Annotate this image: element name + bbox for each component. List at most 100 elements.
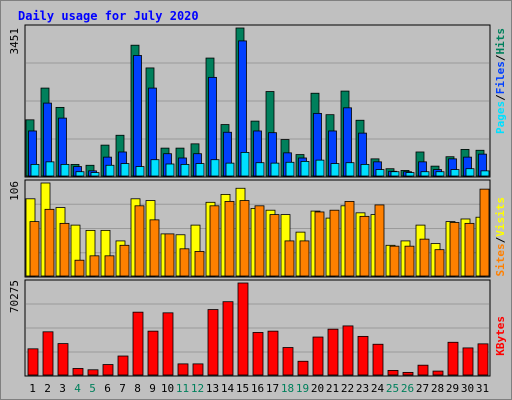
kbytes-bar-day-4: [72, 368, 84, 376]
pages-bar-day-16: [255, 162, 265, 177]
sites-bar-day-1: [29, 221, 40, 277]
kbytes-bar-day-8: [132, 311, 144, 376]
legend-files: Files: [494, 61, 507, 94]
day-label-9: 9: [149, 382, 156, 395]
day-label-3: 3: [59, 382, 66, 395]
sites-bar-day-31: [479, 188, 490, 277]
kbytes-bar-day-28: [432, 370, 444, 376]
pages-bar-day-21: [330, 163, 340, 177]
sites-bar-day-11: [179, 248, 190, 277]
pages-bar-day-26: [405, 172, 415, 177]
sites-bar-day-21: [329, 209, 340, 277]
sites-bar-day-9: [149, 219, 160, 277]
pages-bar-day-1: [30, 164, 40, 177]
kbytes-bar-day-14: [222, 301, 234, 376]
sites-bar-day-15: [239, 200, 250, 277]
pages-bar-day-24: [375, 169, 385, 177]
pages-bar-day-23: [360, 164, 370, 177]
kbytes-bar-day-16: [252, 332, 264, 376]
pages-bar-day-22: [345, 162, 355, 177]
sites-bar-day-26: [404, 245, 415, 277]
day-label-27: 27: [416, 382, 429, 395]
kbytes-bar-day-31: [477, 343, 489, 376]
day-label-25: 25: [386, 382, 399, 395]
day-label-31: 31: [476, 382, 489, 395]
day-label-17: 17: [266, 382, 279, 395]
kbytes-bar-day-20: [312, 336, 324, 376]
sites-bar-day-2: [44, 208, 55, 277]
kbytes-bar-day-10: [162, 312, 174, 376]
legend-separator: /: [494, 54, 507, 61]
kbytes-bar-day-3: [57, 343, 69, 376]
pages-bar-day-9: [150, 159, 160, 177]
kbytes-bar-day-21: [327, 328, 339, 376]
kbytes-bar-day-25: [387, 370, 399, 376]
pages-bar-day-2: [45, 161, 55, 177]
kbytes-bar-day-17: [267, 330, 279, 376]
sites-bar-day-10: [164, 233, 175, 277]
legend-pages: Pages: [494, 101, 507, 134]
kbytes-bar-day-26: [402, 371, 414, 376]
legend-kbytes: KBytes: [494, 316, 507, 356]
kbytes-bar-day-2: [42, 331, 54, 376]
day-label-22: 22: [341, 382, 354, 395]
kbytes-bar-day-18: [282, 347, 294, 376]
sites-bar-day-18: [284, 240, 295, 277]
day-label-10: 10: [161, 382, 174, 395]
kbytes-bar-day-11: [177, 363, 189, 376]
kbytes-bar-day-19: [297, 360, 309, 376]
day-label-19: 19: [296, 382, 309, 395]
day-label-7: 7: [119, 382, 126, 395]
sites-bar-day-4: [74, 259, 85, 277]
sites-bar-day-3: [59, 222, 70, 277]
pages-bar-day-18: [285, 161, 295, 177]
pages-bar-day-14: [225, 162, 235, 177]
day-label-26: 26: [401, 382, 414, 395]
top-panel-legend: Pages/Files/Hits: [494, 28, 507, 134]
day-label-14: 14: [221, 382, 235, 395]
legend-separator: /: [494, 236, 507, 243]
sites-bar-day-30: [464, 222, 475, 277]
chart-panels: [24, 24, 491, 377]
pages-bar-day-31: [480, 170, 490, 177]
sites-bar-day-19: [299, 240, 310, 277]
kbytes-bar-day-9: [147, 330, 159, 376]
kbytes-bar-day-27: [417, 364, 429, 376]
pages-bar-day-3: [60, 164, 70, 177]
kbytes-bar-day-7: [117, 355, 129, 376]
kbytes-bar-day-6: [102, 364, 114, 376]
pages-bar-day-11: [180, 164, 190, 177]
middle-panel-legend: Sites/Visits: [494, 197, 507, 277]
sites-bar-day-8: [134, 205, 145, 277]
day-label-4: 4: [74, 382, 81, 395]
day-label-24: 24: [371, 382, 385, 395]
sites-bar-day-29: [449, 222, 460, 277]
sites-bar-day-27: [419, 238, 430, 277]
day-label-16: 16: [251, 382, 264, 395]
kbytes-bar-day-13: [207, 309, 219, 376]
sites-bar-day-20: [314, 211, 325, 277]
kbytes-bar-day-29: [447, 341, 459, 376]
sites-bar-day-16: [254, 205, 265, 277]
pages-bar-day-13: [210, 159, 220, 177]
legend-visits: Visits: [494, 197, 507, 237]
pages-bar-day-10: [165, 163, 175, 177]
day-label-21: 21: [326, 382, 339, 395]
chart-title: Daily usage for July 2020: [18, 9, 199, 23]
sites-bar-day-14: [224, 201, 235, 277]
kbytes-bar-day-22: [342, 325, 354, 376]
day-label-20: 20: [311, 382, 324, 395]
kbytes-bar-day-12: [192, 363, 204, 376]
day-label-13: 13: [206, 382, 219, 395]
day-label-6: 6: [104, 382, 111, 395]
day-label-2: 2: [44, 382, 51, 395]
pages-bar-day-15: [240, 152, 250, 177]
sites-bar-day-5: [89, 255, 100, 277]
day-label-30: 30: [461, 382, 474, 395]
day-label-1: 1: [29, 382, 36, 395]
pages-bar-day-6: [105, 164, 115, 177]
sites-bar-day-7: [119, 244, 130, 277]
top-panel-max-label: 3451: [8, 28, 21, 55]
kbytes-bar-day-15: [237, 282, 249, 376]
legend-hits: Hits: [494, 28, 507, 55]
